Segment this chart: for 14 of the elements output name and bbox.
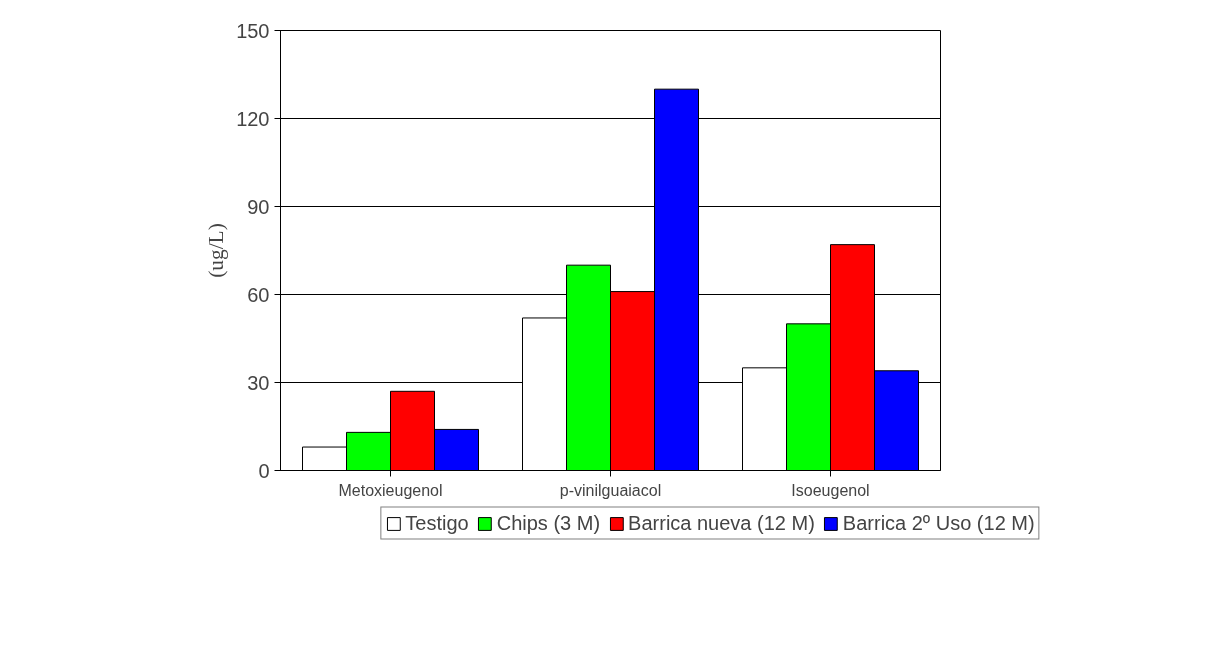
y-tick-label: 150 (236, 19, 270, 42)
legend-label: Chips (3 M) (496, 511, 601, 535)
legend-label: Barrica nueva (12 M) (628, 511, 815, 535)
legend-label: Testigo (405, 511, 469, 535)
y-tick-label: 90 (247, 195, 270, 218)
legend-label: Barrica 2º Uso (12 M) (842, 511, 1035, 535)
y-tick-label: 30 (247, 371, 270, 394)
y-axis-title: (ug/L) (204, 223, 229, 278)
y-tick-label: 120 (236, 107, 270, 130)
x-tick-label: p-vinilguaiacol (559, 481, 662, 499)
x-tick-label: Isoeugenol (791, 481, 870, 499)
x-tick-label: Metoxieugenol (338, 481, 443, 499)
y-tick-label: 60 (247, 283, 270, 306)
y-tick-label: 0 (258, 459, 270, 482)
